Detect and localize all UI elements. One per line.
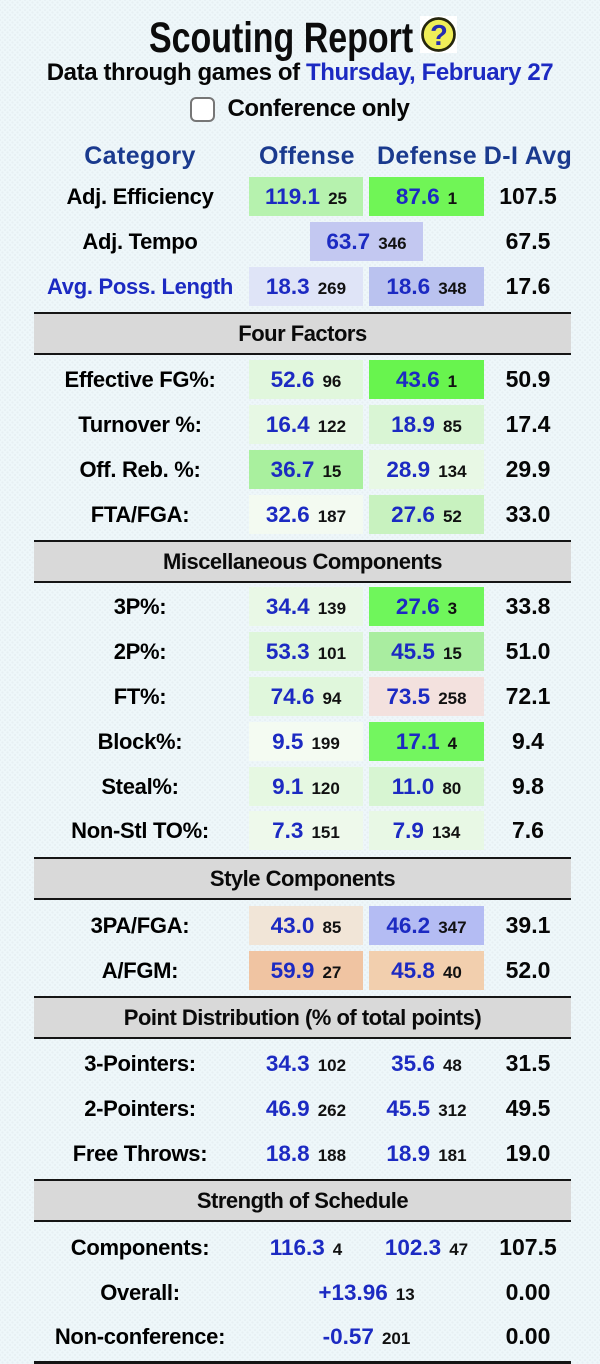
svg-text:?: ? [430,20,448,52]
